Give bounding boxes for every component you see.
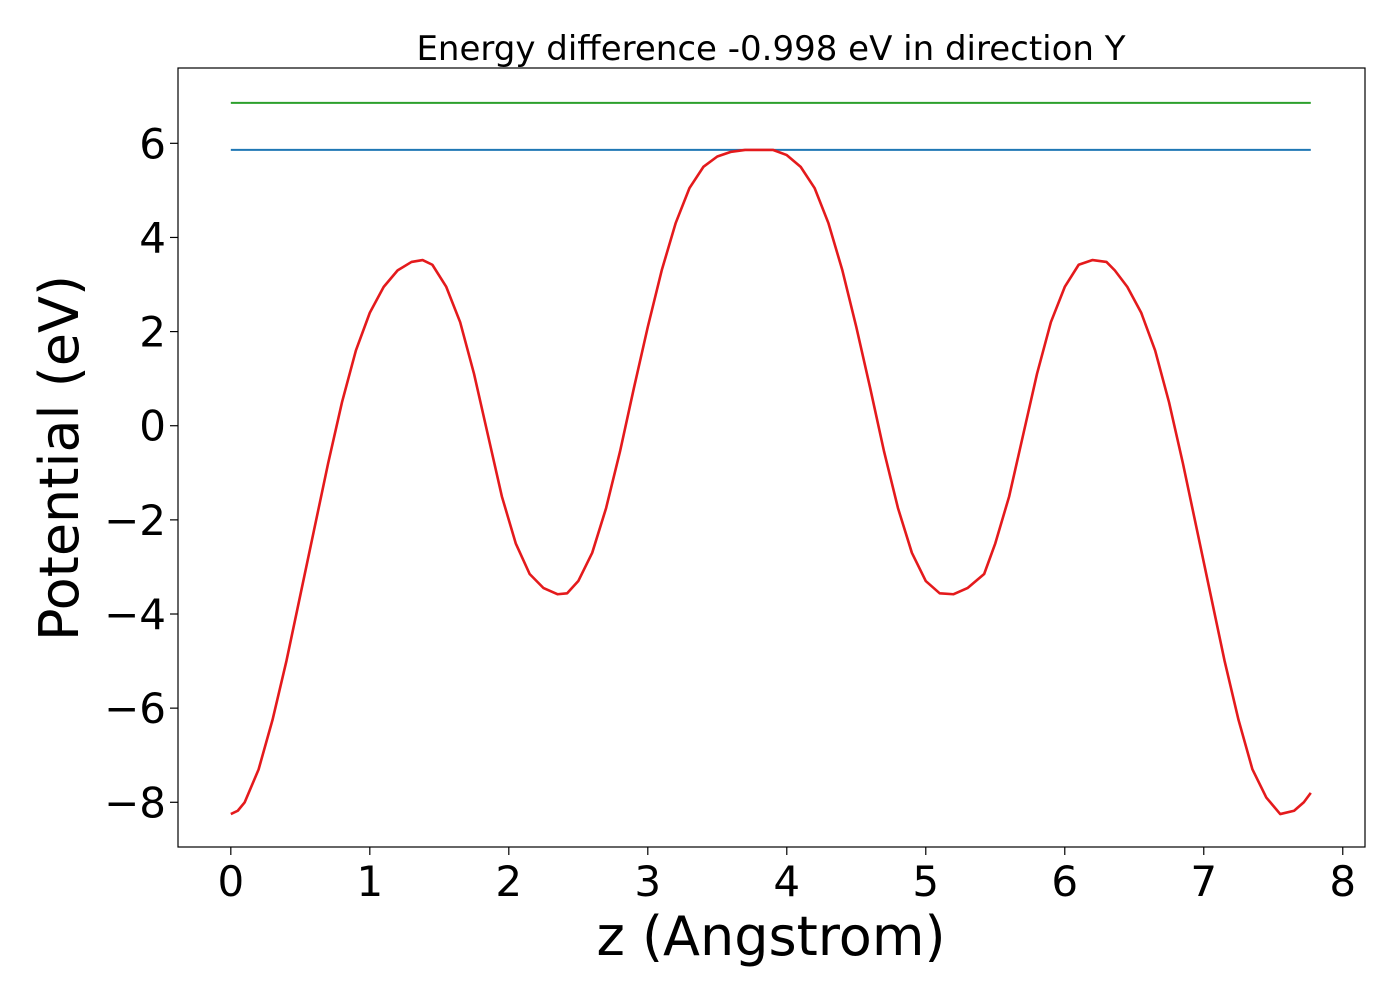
y-tick-label: −6 — [104, 684, 166, 733]
plot-frame — [177, 67, 1366, 848]
x-axis-ticks: 0 1 2 3 4 5 6 7 8 — [217, 847, 1356, 906]
x-tick-label: 8 — [1329, 857, 1356, 906]
x-tick-label: 1 — [356, 857, 383, 906]
series-layer — [230, 101, 1312, 816]
x-tick-label: 0 — [217, 857, 244, 906]
series-line-2 — [230, 148, 1312, 816]
x-tick-label: 6 — [1051, 857, 1078, 906]
y-axis-ticks: −8 −6 −4 −2 0 2 4 6 — [104, 119, 178, 827]
x-axis-label: z (Angstrom) — [596, 905, 945, 968]
y-tick-label: −4 — [104, 590, 166, 639]
y-tick-label: −8 — [104, 778, 166, 827]
y-tick-label: 0 — [139, 402, 166, 451]
x-tick-label: 3 — [634, 857, 661, 906]
y-tick-label: −2 — [104, 496, 166, 545]
y-tick-label: 2 — [139, 308, 166, 357]
x-tick-label: 2 — [495, 857, 522, 906]
y-tick-label: 6 — [139, 119, 166, 168]
x-tick-label: 4 — [773, 857, 800, 906]
y-axis-label: Potential (eV) — [28, 275, 91, 641]
x-tick-label: 5 — [912, 857, 939, 906]
y-tick-label: 4 — [139, 213, 166, 262]
x-tick-label: 7 — [1190, 857, 1217, 906]
chart-title: Energy difference -0.998 eV in direction… — [416, 29, 1125, 69]
